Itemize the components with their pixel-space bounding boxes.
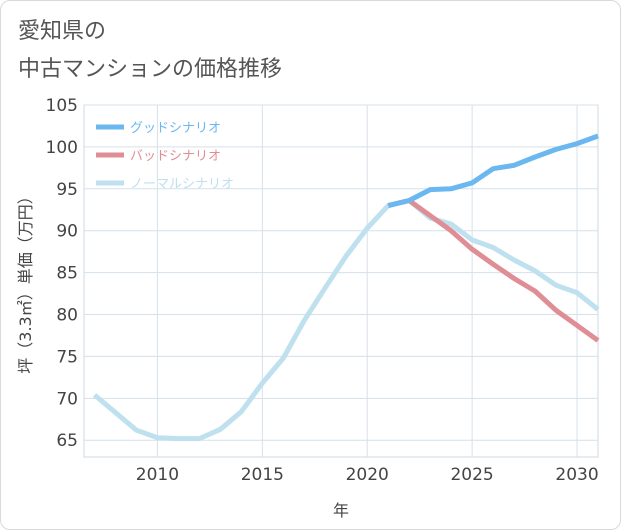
y-tick-label: 85 bbox=[56, 264, 78, 284]
chart-title-line-2: 中古マンションの価格推移 bbox=[18, 57, 283, 82]
x-tick-label: 2030 bbox=[555, 465, 598, 485]
y-tick-label: 95 bbox=[56, 180, 78, 200]
y-tick-label: 65 bbox=[56, 431, 78, 451]
y-tick-label: 100 bbox=[46, 138, 78, 158]
y-tick-label: 70 bbox=[56, 389, 78, 409]
series-line-2 bbox=[92, 198, 600, 442]
series-layer bbox=[92, 133, 600, 442]
series-line-0 bbox=[387, 133, 599, 209]
x-tick-label: 2025 bbox=[450, 465, 493, 485]
x-axis-title: 年 bbox=[333, 501, 349, 520]
y-tick-label: 75 bbox=[56, 347, 78, 367]
x-tick-label: 2015 bbox=[241, 465, 284, 485]
legend-label: ノーマルシナリオ bbox=[130, 177, 234, 192]
axes: 65 70 75 80 85 90 95 100 105 2010 2015 2020 2025 2030 bbox=[46, 96, 599, 485]
x-tick-label: 2010 bbox=[136, 465, 179, 485]
legend-label: バッドシナリオ bbox=[130, 149, 221, 164]
y-tick-label: 105 bbox=[46, 96, 78, 116]
chart-title-line-1: 愛知県の bbox=[18, 19, 107, 44]
x-tick-label: 2020 bbox=[346, 465, 389, 485]
y-tick-label: 90 bbox=[56, 222, 78, 242]
y-tick-label: 80 bbox=[56, 306, 78, 326]
series-line-1 bbox=[387, 198, 600, 343]
grid-lines bbox=[83, 104, 599, 458]
y-axis-title: 坪（3.3㎡）単価（万円） bbox=[16, 188, 35, 373]
legend-label: グッドシナリオ bbox=[130, 121, 221, 136]
